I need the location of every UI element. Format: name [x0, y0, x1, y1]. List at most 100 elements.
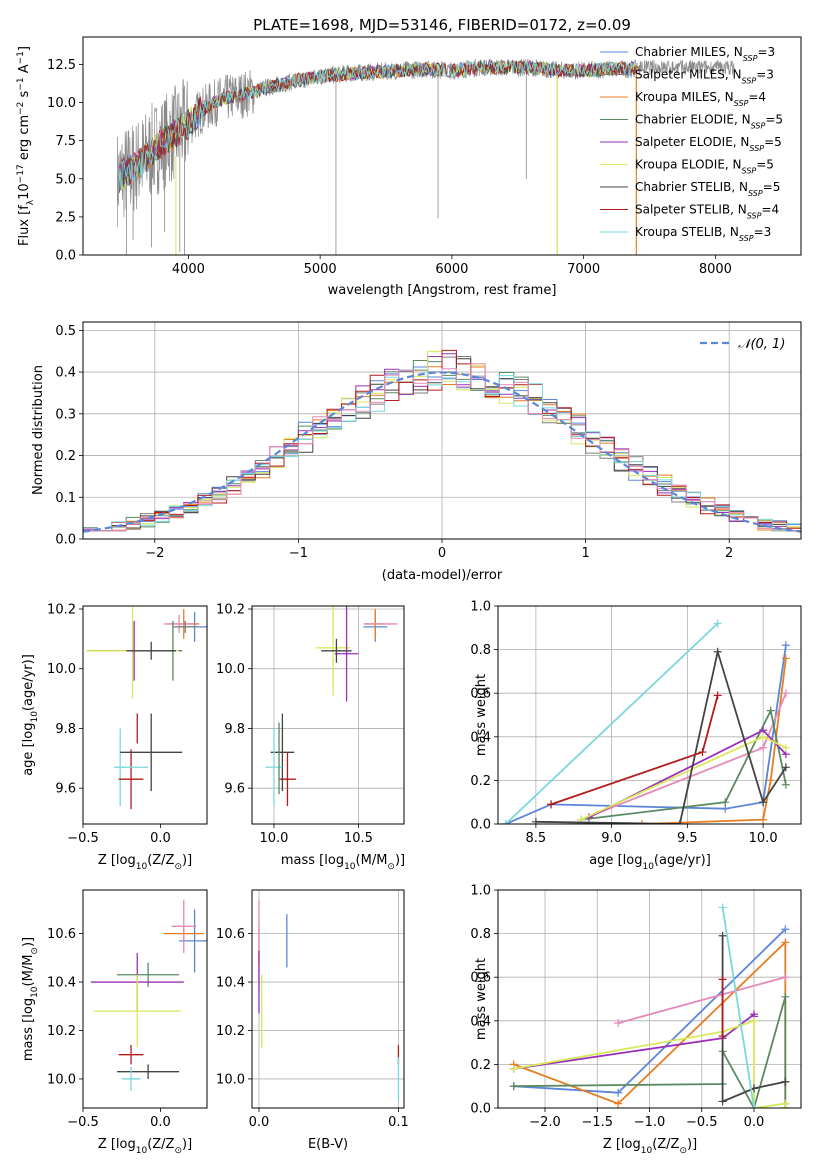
legend-val: =3 — [756, 68, 774, 82]
x-axis-label: mass [log10(M/M⊙)] — [281, 853, 405, 872]
legend-label: Chabrier ELODIE, NSSP=5 — [635, 113, 783, 131]
y-tick-label: 1.0 — [470, 884, 491, 899]
plus-marker — [759, 798, 768, 807]
x-axis-label: E(B-V) — [308, 1137, 348, 1152]
axes-age_vs_mass: 10.0 10.5 9.6 9.8 10.0 10.2 mass [log10(M/M⊙)] — [216, 602, 405, 872]
plus-marker — [509, 1064, 518, 1073]
plus-marker — [718, 1097, 727, 1106]
errorbar-point — [126, 641, 176, 660]
axes-frame — [251, 605, 405, 825]
x-tick-label: 10.0 — [749, 831, 778, 846]
y-tick-label: 10.4 — [216, 976, 245, 991]
plus-marker — [781, 641, 790, 650]
x-axis-label-part: ⊙ — [679, 1146, 687, 1156]
plus-marker — [759, 815, 768, 824]
y-axis-label-part: −1 — [16, 77, 26, 90]
mass-weight-series — [721, 907, 755, 1108]
plus-marker — [759, 743, 768, 752]
x-axis-label-part: (age/yr)] — [654, 853, 711, 868]
x-axis-label: Z [log10(Z/Z⊙)] — [98, 1137, 192, 1156]
errorbar-point — [118, 749, 144, 810]
y-tick-label: 10.2 — [216, 602, 245, 617]
legend-name: Chabrier ELODIE, N — [635, 113, 751, 127]
legend-label: Chabrier MILES, NSSP=3 — [635, 45, 775, 63]
x-tick-label: 2 — [725, 546, 733, 561]
y-axis-label: age [log10(age/yr)] — [21, 654, 40, 776]
y-tick-label: 10.4 — [47, 976, 76, 991]
model-fit-line — [118, 59, 637, 193]
x-axis-label-part: Z [log — [603, 1137, 641, 1152]
y-axis-label-part: age [log — [21, 723, 36, 776]
axes-age_vs_Z: −0.5 0.09.69.810.010.2Z [log10(Z/Z⊙)]age … — [21, 602, 208, 872]
y-tick-label: 0.5 — [55, 324, 76, 339]
y-axis-label-part: (age/yr)] — [21, 654, 36, 711]
y-axis-label: mass weight — [474, 958, 489, 1040]
legend-val: =5 — [756, 158, 774, 172]
plus-marker — [781, 689, 790, 698]
plus-marker — [675, 820, 684, 824]
axes-frame — [82, 605, 208, 825]
mass-weight-series — [550, 695, 719, 806]
x-tick-label: −2 — [145, 546, 164, 561]
errorbar-point — [334, 606, 359, 702]
x-tick-label: −1.5 — [581, 1115, 613, 1130]
y-axis-label-part: A — [17, 64, 32, 77]
y-tick-label: 0.4 — [55, 366, 76, 381]
plus-marker — [718, 975, 727, 984]
plus-marker — [781, 780, 790, 789]
y-tick-label: 7.5 — [55, 134, 76, 149]
mass-weight-series — [504, 622, 719, 824]
x-axis-label-part: )] — [687, 1137, 697, 1152]
plot-area-age_vs_Z — [86, 606, 207, 810]
y-tick-label: 0.2 — [55, 449, 76, 464]
y-axis-label: Flux [fλ10−17 erg cm−2 s−1 A−1] — [16, 46, 36, 246]
legend-name: Salpeter ELODIE, N — [635, 135, 749, 149]
plus-marker — [713, 691, 722, 700]
axes-mass_vs_Z: −0.5 0.010.010.210.410.6Z [log10(Z/Z⊙)]ma… — [21, 889, 208, 1156]
plus-marker — [781, 743, 790, 752]
y-tick-label: 12.5 — [47, 58, 76, 73]
plus-marker — [749, 1104, 758, 1108]
errorbar-point — [171, 899, 197, 953]
plot-area-mass_vs_Z — [90, 899, 207, 1092]
plus-marker — [781, 654, 790, 663]
y-tick-label: 10.6 — [216, 927, 245, 942]
x-tick-label: 8.5 — [526, 831, 547, 846]
errorbar-point — [321, 638, 352, 663]
legend-name: Chabrier MILES, N — [635, 45, 743, 59]
x-axis-label-part: Z [log — [98, 1137, 136, 1152]
legend-sub: SSP — [742, 76, 757, 85]
x-axis-label-part: )] — [395, 853, 405, 868]
x-tick-label: −0.5 — [67, 831, 99, 846]
y-tick-label: 0.8 — [470, 927, 491, 942]
plus-marker — [781, 925, 790, 934]
plot-area-weight_vs_Z — [498, 890, 801, 1108]
x-axis-label-part: age [log — [589, 853, 642, 868]
plus-marker — [781, 1077, 790, 1086]
errorbar-point — [316, 606, 350, 696]
x-tick-label: −2.0 — [529, 1115, 561, 1130]
axes-spectrum: 4000 5000 6000 7000 8000 0.0 2.5 5.0 7.5 10.0 12.5… — [16, 36, 802, 298]
x-axis-label-part: )] — [182, 1137, 192, 1152]
legend-sub: SSP — [747, 211, 762, 220]
y-tick-label: 0.0 — [55, 249, 76, 264]
plus-marker — [614, 1099, 623, 1108]
plus-marker — [718, 931, 727, 940]
y-tick-label: 10.0 — [47, 1072, 76, 1087]
legend-sub: SSP — [739, 234, 754, 243]
plus-marker — [547, 800, 556, 809]
plot-area-spectrum — [116, 58, 736, 255]
x-tick-label: −1.0 — [634, 1115, 666, 1130]
y-tick-label: 10.6 — [47, 927, 76, 942]
axes-frame — [82, 889, 208, 1109]
plus-marker — [721, 798, 730, 807]
x-tick-label: 10.0 — [259, 831, 288, 846]
y-tick-label: 9.8 — [55, 722, 76, 737]
y-tick-label: 9.8 — [224, 722, 245, 737]
y-tick-label: 10.0 — [216, 662, 245, 677]
axes-frame — [82, 36, 802, 256]
axes-weight_vs_Z: −2.0 −1.5 −1.0 −0.5 0.0 0.0 0.2 0.4 0.6 0.8 1.0 Z [… — [470, 884, 802, 1156]
x-axis-label-part: ⊙ — [174, 1146, 182, 1156]
errorbar-point — [121, 1066, 141, 1092]
legend-name: Chabrier STELIB, N — [635, 180, 748, 194]
